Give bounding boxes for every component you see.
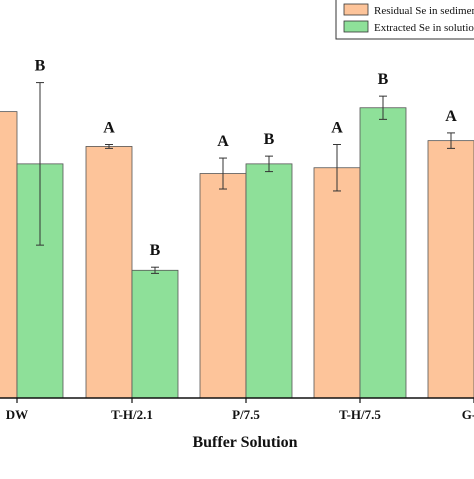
x-tick-label: T-H/7.5 <box>339 407 381 422</box>
legend-label-residual: Residual Se in sediment <box>374 5 474 17</box>
bar-extracted-T-H/7.5 <box>360 108 406 398</box>
bar-extracted-P/7.5 <box>246 164 292 398</box>
bar-residual-G-H <box>428 141 474 398</box>
x-tick-label: DW <box>6 407 28 422</box>
significance-letter: B <box>35 58 46 75</box>
significance-letter: A <box>331 120 343 137</box>
bar-residual-DW <box>0 112 17 398</box>
significance-letter: B <box>264 131 275 148</box>
significance-letter: B <box>150 242 161 259</box>
legend-label-extracted: Extracted Se in solution <box>374 22 474 34</box>
x-tick-label: P/7.5 <box>232 407 260 422</box>
significance-letter: A <box>103 120 115 137</box>
bar-extracted-T-H/2.1 <box>132 270 178 398</box>
bar-residual-P/7.5 <box>200 174 246 398</box>
legend-swatch-residual <box>344 4 368 15</box>
legend-swatch-extracted <box>344 21 368 32</box>
significance-letter: B <box>378 71 389 88</box>
x-tick-label: G-H <box>462 407 474 422</box>
legend: Residual Se in sediment Extracted Se in … <box>336 0 474 39</box>
bar-residual-T-H/7.5 <box>314 168 360 398</box>
significance-letter: A <box>217 133 229 150</box>
significance-letter: A <box>445 108 457 125</box>
x-tick-label: T-H/2.1 <box>111 407 153 422</box>
x-axis-label: Buffer Solution <box>192 434 297 451</box>
bar-residual-T-H/2.1 <box>86 146 132 398</box>
